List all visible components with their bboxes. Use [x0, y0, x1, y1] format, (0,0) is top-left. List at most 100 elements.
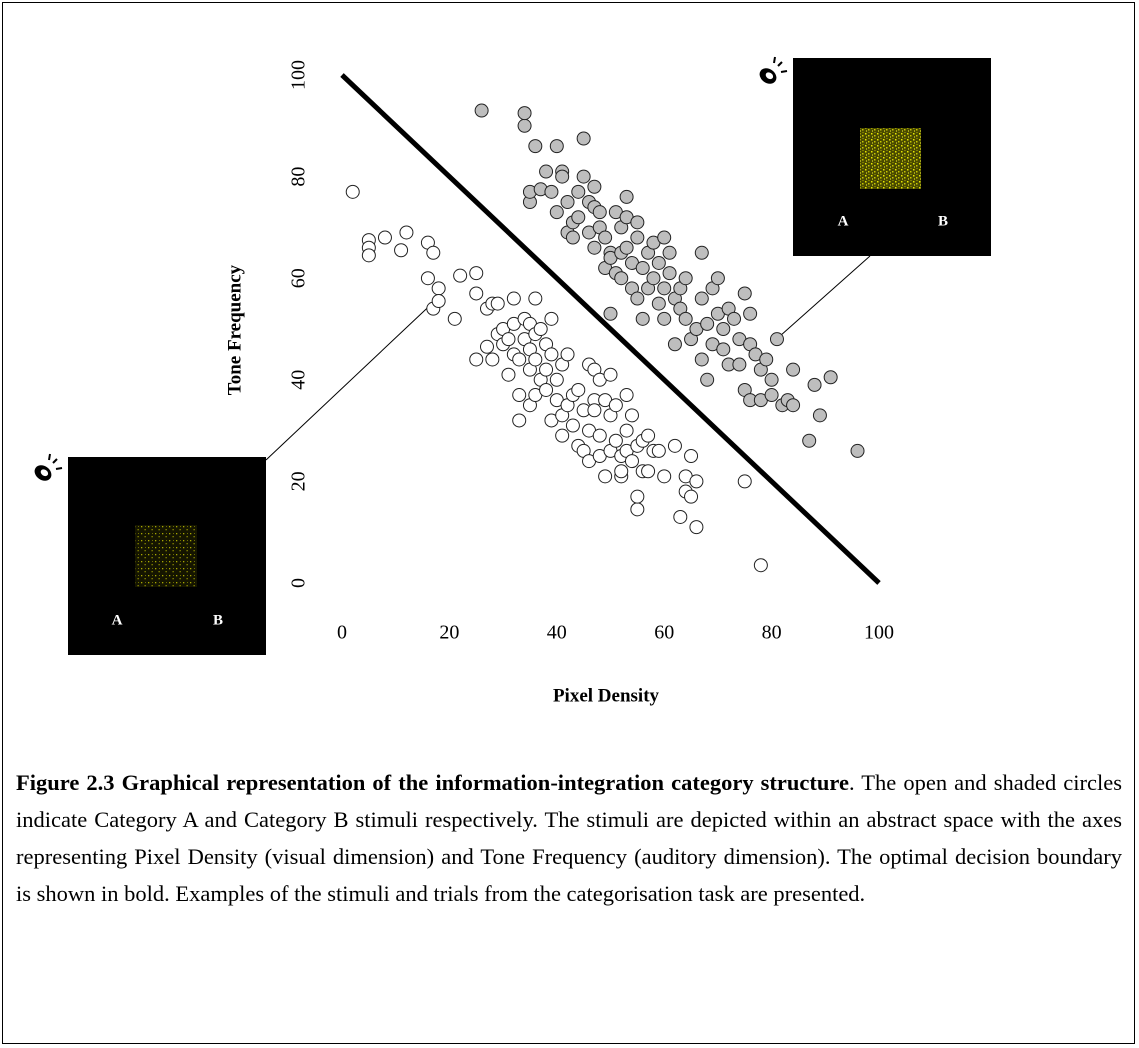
point [630, 215, 645, 230]
chart: Pixel Density Tone Frequency A B A B 0 20… [34, 56, 991, 706]
point [641, 464, 656, 479]
point [576, 131, 591, 146]
point [764, 388, 779, 403]
point [678, 271, 693, 286]
point [560, 195, 575, 209]
stimulus-noise [860, 128, 921, 189]
point [603, 306, 618, 321]
point [786, 362, 801, 377]
point [539, 362, 554, 377]
y-axis-label: Tone Frequency [224, 264, 245, 395]
point [361, 248, 376, 263]
point [769, 332, 784, 347]
point [689, 520, 704, 535]
point [555, 428, 570, 443]
point [684, 449, 699, 463]
point [592, 205, 607, 220]
point [517, 118, 532, 133]
x-axis-label: Pixel Density [553, 685, 660, 706]
point [700, 372, 715, 387]
point [630, 502, 645, 517]
point [646, 271, 661, 286]
stimulus-noise [135, 525, 197, 587]
point [598, 469, 613, 484]
point [823, 370, 838, 385]
point [608, 398, 623, 413]
response-label: B [938, 213, 948, 229]
point [694, 291, 709, 306]
point [501, 367, 516, 382]
point [678, 311, 693, 326]
x-tick-label: 60 [654, 622, 674, 644]
point [624, 408, 639, 423]
point [571, 382, 586, 397]
point [345, 184, 360, 199]
point [614, 464, 629, 479]
point [630, 489, 645, 504]
point [673, 509, 688, 524]
point [737, 474, 752, 489]
caption-text: . The open and shaded circles indicate C… [16, 770, 1122, 906]
point [619, 423, 634, 438]
response-label: B [213, 612, 223, 628]
x-tick-label: 100 [864, 622, 894, 644]
point [377, 230, 392, 245]
point [786, 398, 801, 413]
response-label: A [112, 612, 123, 628]
point [667, 438, 682, 453]
point [447, 311, 462, 326]
point [667, 337, 682, 352]
point [635, 261, 650, 276]
point [549, 372, 564, 387]
point [485, 352, 500, 367]
point [619, 240, 634, 255]
point [399, 225, 414, 240]
point [651, 443, 666, 458]
point [539, 382, 554, 397]
point [533, 322, 548, 336]
point [420, 271, 435, 286]
point [657, 281, 672, 296]
point [694, 352, 709, 367]
point [544, 311, 559, 326]
point [727, 311, 742, 326]
point [641, 428, 656, 443]
point [474, 103, 489, 118]
point [743, 306, 758, 321]
point [619, 189, 634, 204]
decision-boundary [340, 73, 881, 585]
point [608, 433, 623, 448]
point [479, 339, 494, 354]
point [539, 164, 554, 179]
point [426, 245, 441, 260]
point [528, 352, 543, 367]
point [662, 266, 677, 281]
point [549, 139, 564, 154]
point [684, 489, 699, 504]
point [630, 291, 645, 306]
y-tick-label: 0 [288, 578, 310, 588]
y-tick-label: 80 [288, 167, 310, 187]
point [598, 230, 613, 245]
speaker-icon [34, 453, 63, 481]
x-tick-label: 80 [762, 622, 782, 644]
point [753, 558, 768, 573]
speaker-icon [759, 56, 788, 84]
point [700, 316, 715, 331]
point [512, 352, 527, 367]
point [506, 291, 521, 306]
point [651, 296, 666, 311]
point [807, 377, 822, 392]
point [694, 245, 709, 260]
point [512, 388, 527, 403]
point [710, 271, 725, 286]
point [576, 169, 591, 184]
point [571, 184, 586, 199]
point [549, 205, 564, 220]
point [689, 474, 704, 489]
point [517, 106, 532, 121]
point [490, 296, 505, 311]
point [587, 403, 602, 418]
point [619, 388, 634, 403]
